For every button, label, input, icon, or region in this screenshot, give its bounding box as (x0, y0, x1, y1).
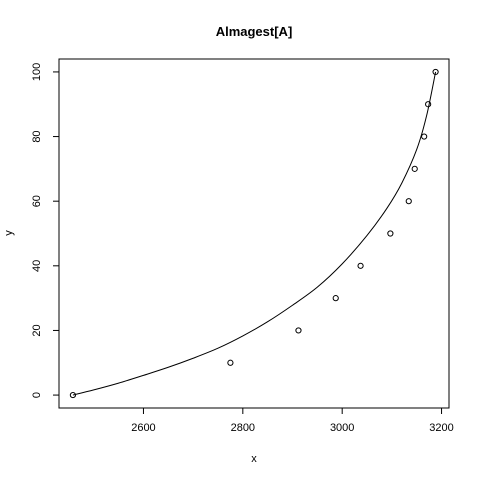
data-point (332, 295, 339, 302)
data-point (357, 262, 364, 269)
x-axis: 2600 2800 3000 3200 (131, 408, 454, 434)
x-tick-label: 2600 (131, 422, 155, 434)
y-tick-label: 60 (31, 195, 43, 207)
y-axis: 0 20 40 60 80 100 (31, 63, 59, 398)
data-point (69, 391, 77, 399)
data-point (432, 68, 439, 76)
data-point (387, 230, 394, 237)
data-point (421, 133, 428, 140)
data-point (411, 165, 418, 172)
x-tick-label: 3000 (330, 422, 354, 434)
x-tick-label: 2800 (231, 422, 255, 434)
y-tick-label: 0 (31, 392, 43, 398)
plot-frame (58, 58, 450, 409)
data-point (405, 198, 412, 205)
data-points (69, 68, 439, 399)
data-point (295, 327, 302, 334)
y-axis-label: y (3, 230, 15, 236)
data-point (425, 101, 432, 108)
chart-title: Almagest[A] (216, 24, 293, 39)
x-tick-label: 3200 (429, 422, 453, 434)
y-tick-label: 80 (31, 130, 43, 142)
data-point (227, 359, 234, 366)
fitted-curve (72, 71, 437, 396)
y-tick-label: 20 (31, 324, 43, 336)
x-axis-label: x (251, 453, 257, 465)
y-tick-label: 100 (31, 63, 43, 81)
y-tick-label: 40 (31, 260, 43, 272)
